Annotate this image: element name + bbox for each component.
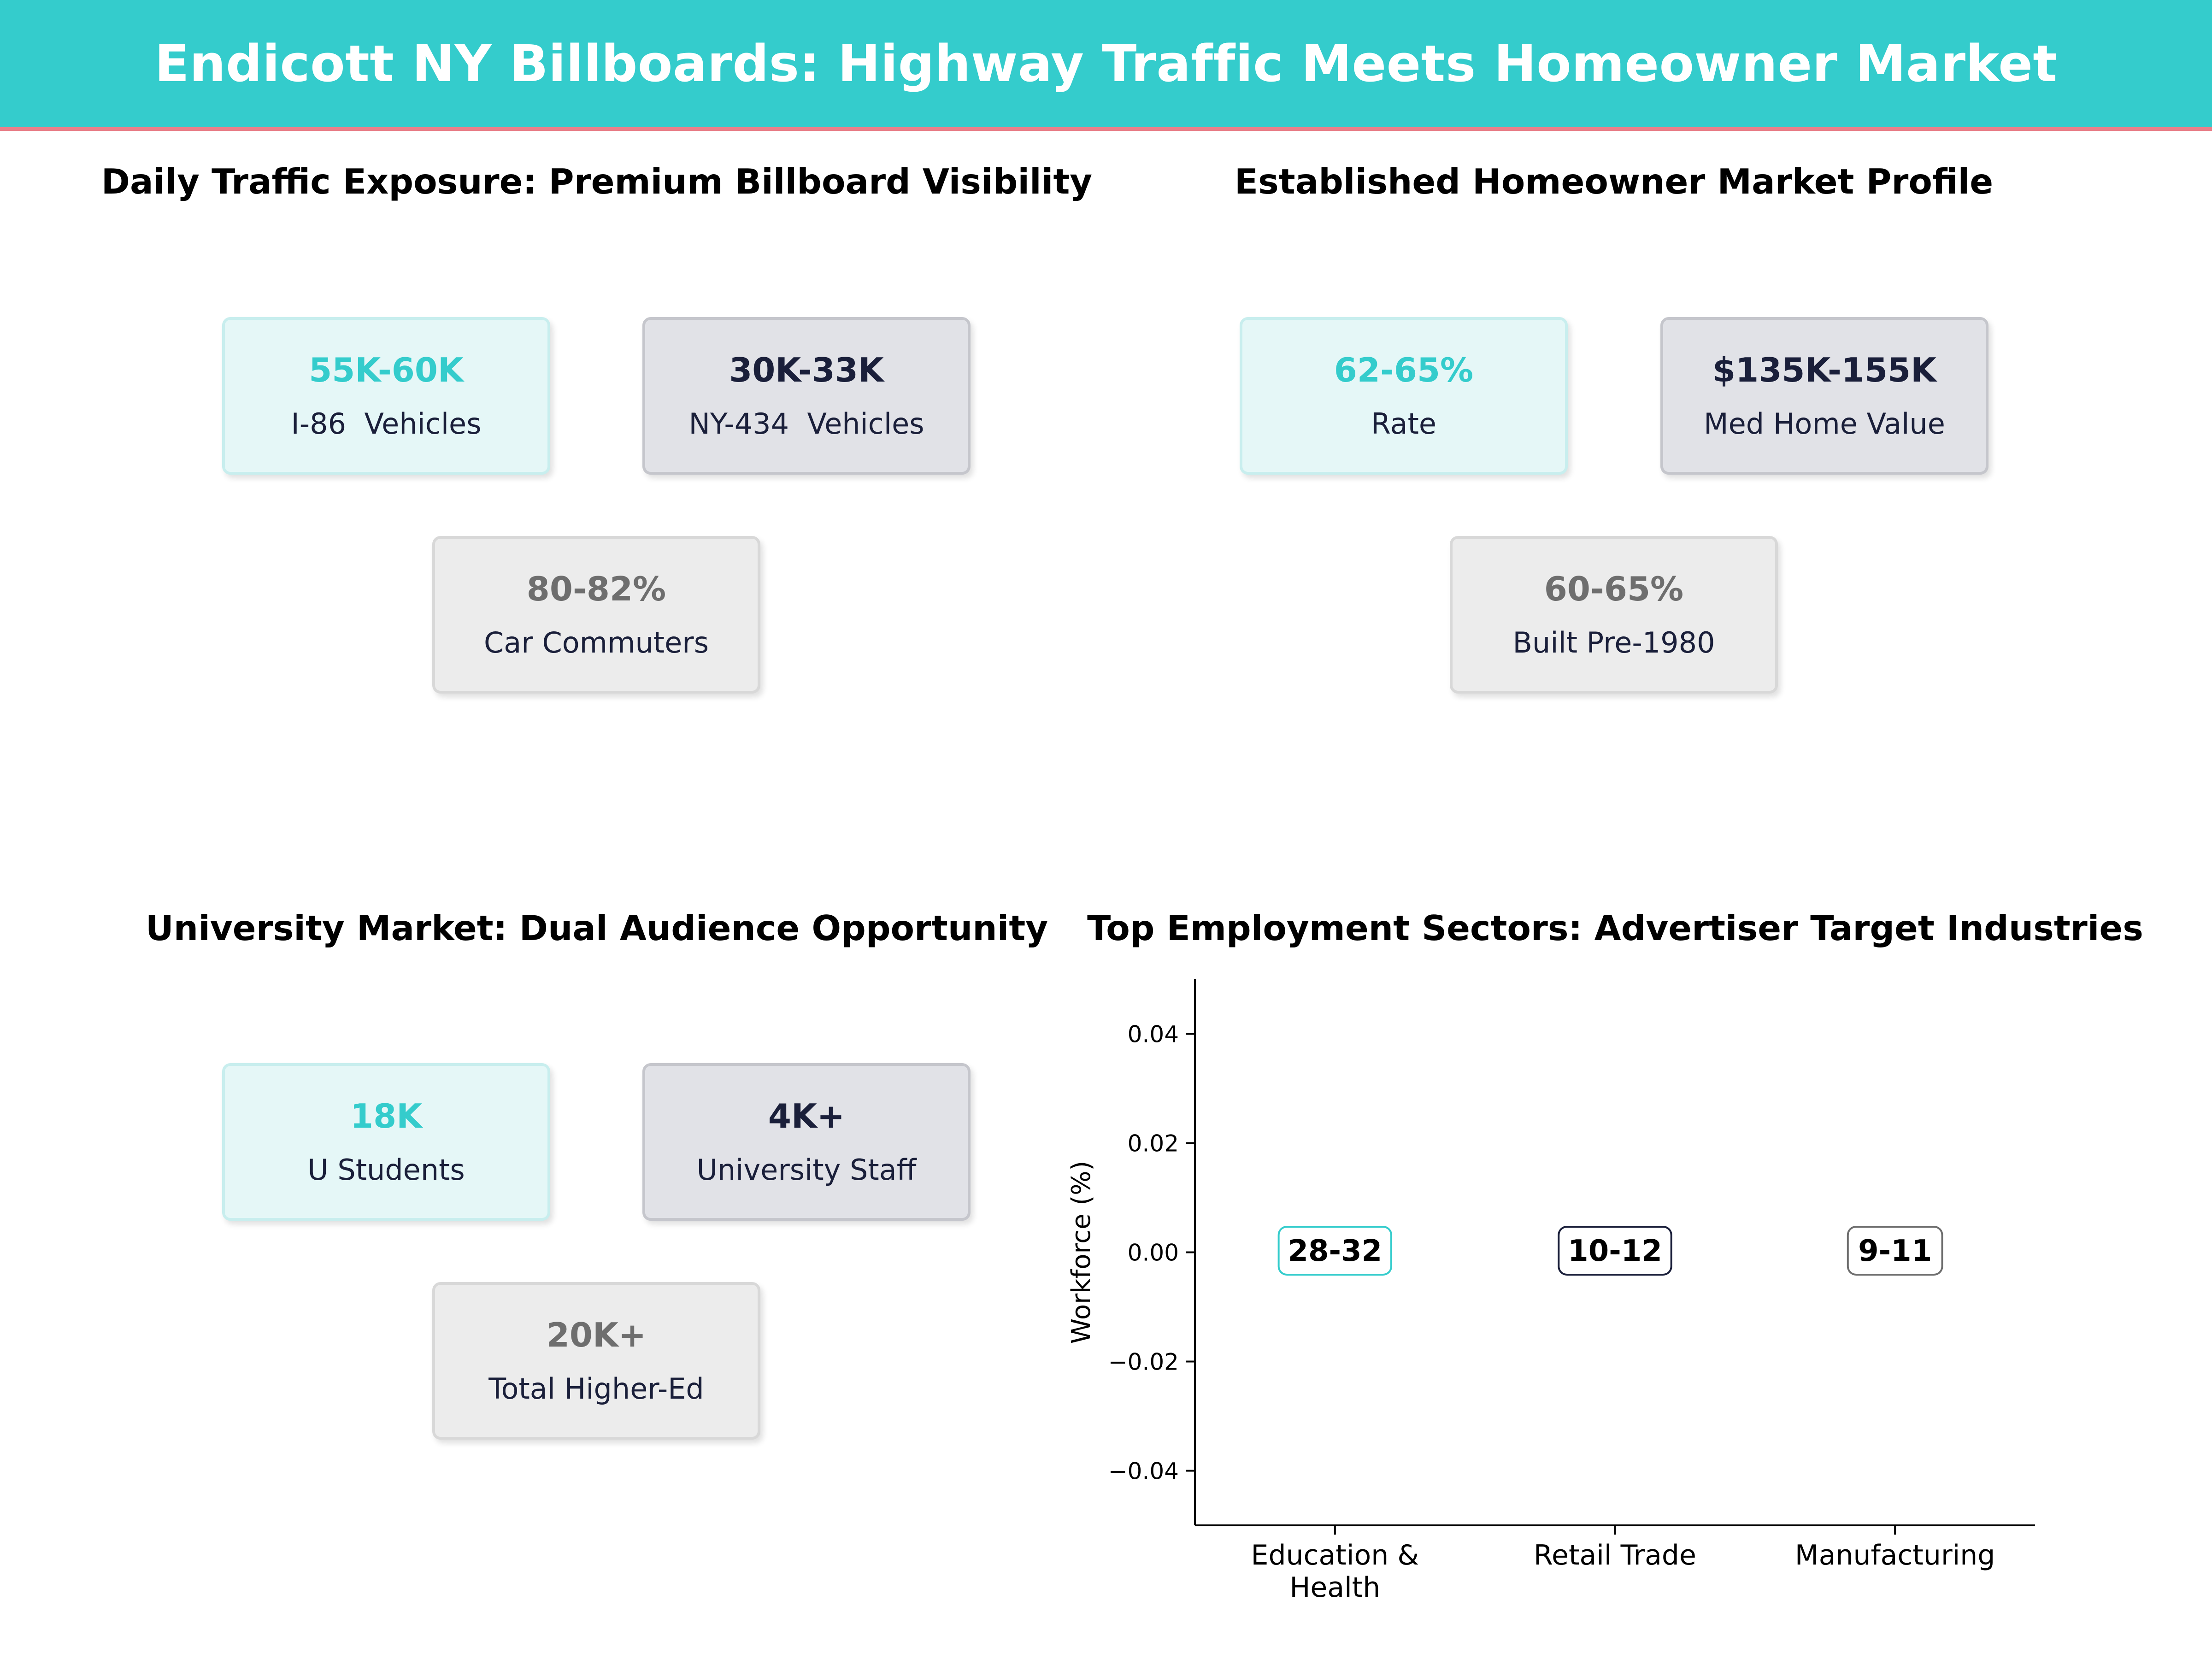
x-tick-label: Manufacturing [1795,1539,1995,1571]
card-label: NY-434 Vehicles [688,407,924,441]
data-label: 28-32 [1288,1234,1382,1268]
data-label-box [1847,1225,1943,1276]
data-label: 9-11 [1858,1234,1932,1268]
data-label-box [1277,1225,1393,1276]
card-value: 30K-33K [729,351,884,389]
data-label-box [1558,1225,1672,1276]
y-tick-label: 0.02 [1128,1130,1179,1157]
card-value: $135K-155K [1712,351,1936,389]
card-value: 62-65% [1334,351,1474,389]
y-axis-label: Workforce (%) [1066,1161,1096,1344]
card-label: Total Higher-Ed [488,1372,704,1406]
card-value: 18K [350,1097,422,1135]
card-value: 20K+ [546,1316,647,1354]
traffic-panel-title: Daily Traffic Exposure: Premium Billboar… [101,161,1093,202]
y-tick-label: −0.04 [1108,1458,1179,1485]
header-banner: Endicott NY Billboards: Highway Traffic … [0,0,2212,131]
traffic-card-ny434: 30K-33K NY-434 Vehicles [642,317,971,475]
card-label: Built Pre-1980 [1512,626,1715,659]
card-label: University Staff [696,1153,917,1187]
traffic-card-commuters: 80-82% Car Commuters [432,536,760,694]
card-value: 80-82% [526,570,666,608]
card-label: Med Home Value [1704,407,1945,441]
y-tick-label: −0.02 [1108,1349,1179,1376]
card-value: 60-65% [1544,570,1684,608]
card-value: 55K-60K [309,351,464,389]
homeowner-panel-title: Established Homeowner Market Profile [1234,161,1994,202]
data-label: 10-12 [1568,1234,1662,1268]
homeowner-card-pre1980: 60-65% Built Pre-1980 [1450,536,1778,694]
card-label: U Students [307,1153,465,1187]
y-tick-label: 0.04 [1128,1021,1179,1048]
x-tick-label: Retail Trade [1534,1539,1696,1571]
homeowner-card-rate: 62-65% Rate [1240,317,1568,475]
x-tick-label: Education & Health [1251,1539,1419,1604]
university-card-students: 18K U Students [222,1063,550,1221]
university-card-staff: 4K+ University Staff [642,1063,971,1221]
page-title: Endicott NY Billboards: Highway Traffic … [154,34,2058,93]
card-label: I-86 Vehicles [291,407,482,441]
university-card-total: 20K+ Total Higher-Ed [432,1282,760,1440]
y-tick-label: 0.00 [1128,1240,1179,1266]
card-label: Rate [1371,407,1437,441]
traffic-card-i86: 55K-60K I-86 Vehicles [222,317,550,475]
employment-panel-title: Top Employment Sectors: Advertiser Targe… [1087,908,2143,948]
university-panel-title: University Market: Dual Audience Opportu… [145,908,1048,948]
homeowner-card-home-value: $135K-155K Med Home Value [1660,317,1988,475]
card-label: Car Commuters [483,626,709,659]
card-value: 4K+ [768,1097,845,1135]
